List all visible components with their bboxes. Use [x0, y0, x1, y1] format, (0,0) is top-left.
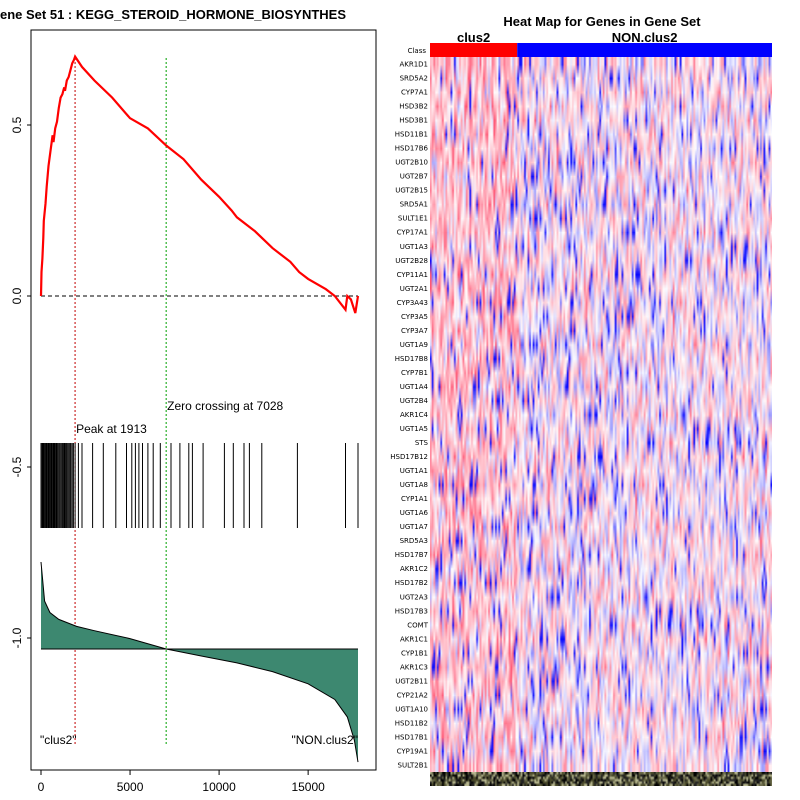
gene-label: UGT2B15 — [395, 187, 428, 195]
gene-label: CYP7B1 — [401, 369, 428, 377]
gene-label: UGT1A4 — [400, 383, 429, 391]
class-label-clus2: clus2 — [457, 30, 490, 45]
gene-label: CYP3A5 — [401, 313, 428, 321]
gene-label: UGT1A5 — [400, 425, 428, 433]
x-tick-label: 15000 — [291, 780, 325, 794]
gene-label: HSD11B1 — [395, 131, 428, 139]
gene-label: SULT1E1 — [398, 215, 428, 223]
y-tick-label: -1.0 — [10, 627, 24, 648]
gene-label: COMT — [407, 621, 428, 629]
x-tick-label: 0 — [38, 780, 45, 794]
enrichment-plot-title: ene Set 51 : KEGG_STEROID_HORMONE_BIOSYN… — [0, 7, 346, 22]
gene-label: CYP1A1 — [401, 495, 428, 503]
y-tick-label: 0.0 — [10, 287, 24, 304]
gene-label: AKR1C4 — [400, 411, 429, 419]
gene-label: UGT2B7 — [400, 173, 428, 181]
heatmap-title: Heat Map for Genes in Gene Set — [503, 14, 701, 29]
gene-label: AKR1C3 — [400, 663, 428, 671]
gene-label: UGT1A6 — [400, 509, 429, 517]
gene-label: SRD5A1 — [400, 201, 428, 209]
x-axis: 0 5000 10000 15000 — [38, 770, 325, 794]
enrichment-plot-panel: ene Set 51 : KEGG_STEROID_HORMONE_BIOSYN… — [0, 7, 377, 794]
class-bar-non-clus2 — [517, 43, 772, 57]
gene-label: HSD17B7 — [395, 551, 428, 559]
gene-label: UGT1A3 — [400, 243, 428, 251]
heatmap-panel: Heat Map for Genes in Gene Set clus2 NON… — [390, 14, 772, 786]
gene-label: UGT2B10 — [395, 159, 428, 167]
plot-frame — [30, 29, 377, 771]
heatmap-cells — [430, 57, 772, 772]
gene-label: UGT1A8 — [400, 481, 428, 489]
gene-label: CYP11A1 — [397, 271, 428, 279]
y-tick-label: -0.5 — [10, 456, 24, 477]
peak-annotation: Peak at 1913 — [76, 422, 147, 436]
gene-label: UGT2B28 — [395, 257, 428, 265]
gene-label: UGT1A10 — [395, 705, 428, 713]
gene-label: UGT1A7 — [400, 523, 428, 531]
gene-label: HSD17B3 — [395, 607, 428, 615]
rank-metric-area — [41, 562, 358, 763]
gene-label: HSD3B1 — [399, 117, 428, 125]
gene-label: CYP7A1 — [401, 89, 428, 97]
class-bar-clus2 — [430, 43, 518, 57]
y-axis: -1.0 -0.5 0.0 0.5 — [10, 116, 31, 648]
gene-label: CYP17A1 — [397, 229, 428, 237]
gene-label: HSD17B8 — [395, 355, 428, 363]
enrichment-score-line — [39, 54, 360, 314]
x-tick-label: 5000 — [117, 780, 144, 794]
gene-label: CYP3A7 — [401, 327, 428, 335]
gene-label: CYP21A2 — [397, 691, 428, 699]
x-tick-label: 10000 — [202, 780, 236, 794]
gene-label: UGT2A1 — [400, 285, 428, 293]
right-class-label: "NON.clus2" — [291, 733, 358, 747]
rank-metric-curve — [40, 561, 359, 763]
gene-label: UGT2B11 — [395, 677, 428, 685]
heatmap-footer-strip — [430, 772, 772, 786]
gene-label: AKR1C1 — [400, 635, 428, 643]
gene-label: HSD17B6 — [395, 145, 429, 153]
gene-label: UGT2B4 — [400, 397, 429, 405]
gene-label: HSD3B2 — [399, 103, 428, 111]
gene-label: CYP3A43 — [397, 299, 428, 307]
gene-label: SRD5A3 — [400, 537, 428, 545]
gene-label: SRD5A2 — [400, 75, 428, 83]
left-class-label: "clus2" — [40, 733, 77, 747]
gene-label: UGT1A9 — [400, 341, 428, 349]
gene-label: CYP1B1 — [401, 649, 428, 657]
class-label-non-clus2: NON.clus2 — [612, 30, 678, 45]
gene-label: SULT2B1 — [398, 762, 429, 770]
gene-label: CYP19A1 — [397, 748, 428, 756]
gene-label: UGT2A3 — [400, 593, 428, 601]
gene-labels: AKR1D1 SRD5A2 CYP7A1 HSD3B2 HSD3B1 HSD11B1 HSD… — [390, 61, 428, 770]
gene-label: UGT1A1 — [400, 467, 428, 475]
hit-ticks — [40, 443, 359, 528]
zero-crossing-annotation: Zero crossing at 7028 — [167, 399, 283, 413]
gene-label: STS — [415, 439, 429, 447]
gene-label: HSD11B2 — [395, 719, 428, 727]
gene-label: HSD17B12 — [390, 453, 428, 461]
gene-label: AKR1C2 — [400, 565, 428, 573]
class-row-label: Class — [408, 47, 427, 55]
y-tick-label: 0.5 — [10, 116, 24, 133]
gene-label: AKR1D1 — [399, 61, 428, 69]
gene-label: HSD17B1 — [395, 734, 428, 742]
gene-label: HSD17B2 — [395, 579, 428, 587]
